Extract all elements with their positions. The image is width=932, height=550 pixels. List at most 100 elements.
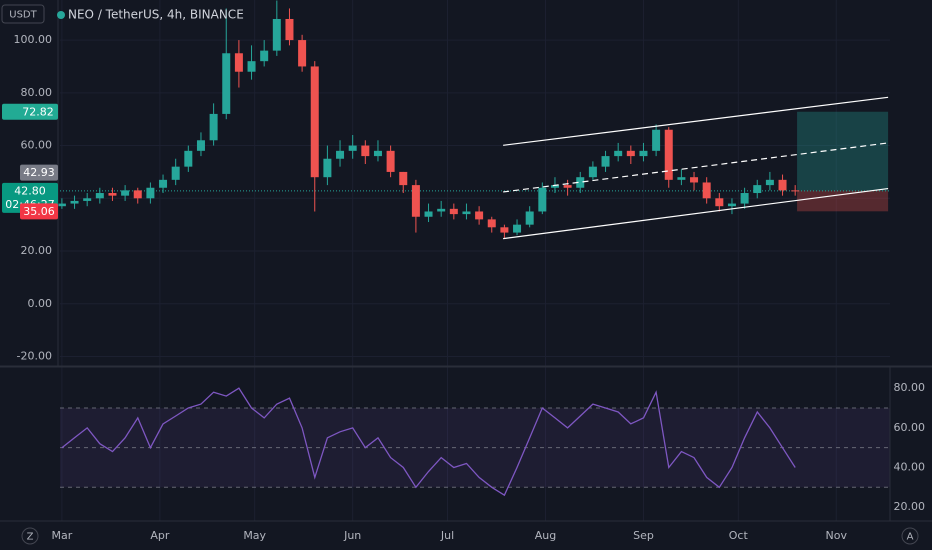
candle-body xyxy=(487,219,496,228)
last-price-label: 42.80 xyxy=(14,184,46,197)
candle-body xyxy=(500,227,509,233)
candle-body xyxy=(272,18,281,51)
candle-body xyxy=(437,208,446,212)
target-price-box xyxy=(2,103,58,120)
x-tick-label: Jul xyxy=(440,529,454,542)
candle-body xyxy=(373,150,382,157)
candle-body xyxy=(753,185,762,194)
candle-body xyxy=(70,200,79,204)
candle-body xyxy=(323,158,332,178)
candle-body xyxy=(791,190,800,192)
candle-body xyxy=(677,177,686,180)
candle-body xyxy=(196,140,205,151)
stop-price-box xyxy=(20,203,58,220)
target-price-label: 72.82 xyxy=(22,105,54,118)
x-tick-label: May xyxy=(243,529,266,542)
candle-body xyxy=(462,211,471,215)
candle-body xyxy=(576,177,585,188)
candle-body xyxy=(386,150,395,172)
candle-body xyxy=(588,166,597,178)
candle-body xyxy=(525,211,534,225)
x-tick-label: Apr xyxy=(150,529,170,542)
candle-body xyxy=(652,129,661,151)
candle-body xyxy=(146,187,155,199)
entry-price-label: 42.93 xyxy=(23,166,55,179)
plot-layer xyxy=(57,0,890,521)
candle-body xyxy=(614,150,623,157)
channel-middle xyxy=(503,142,889,193)
candle-body xyxy=(171,166,180,180)
rsi-tick-label: 80.00 xyxy=(894,381,926,394)
auto-button-ring[interactable] xyxy=(901,527,919,545)
candle-body xyxy=(108,193,117,196)
y-tick-label: 60.00 xyxy=(21,139,53,152)
candle-body xyxy=(639,150,648,157)
candle-body xyxy=(690,177,699,183)
candle-body xyxy=(765,179,774,186)
candle-body xyxy=(285,18,294,41)
candle-body xyxy=(57,203,66,207)
currency-box[interactable] xyxy=(1,4,45,24)
candle-body xyxy=(449,208,458,215)
entry-price-box xyxy=(20,164,58,181)
candle-body xyxy=(348,145,357,151)
candle-body xyxy=(664,129,673,180)
candle-body xyxy=(260,50,269,62)
candle-body xyxy=(424,211,433,217)
currency-label[interactable]: USDT xyxy=(9,10,37,21)
candle-body xyxy=(550,185,559,188)
axis-layer: Mar Apr May Jun Jul Aug Sep Oct Nov -20.00 0.00 20.… xyxy=(2,33,925,542)
x-tick-label: Oct xyxy=(729,529,749,542)
y-tick-label: 100.00 xyxy=(14,33,53,46)
candle-body xyxy=(234,53,243,72)
stop-zone xyxy=(797,190,889,212)
candle-body xyxy=(778,179,787,191)
rsi-tick-label: 60.00 xyxy=(894,421,926,434)
candle-body xyxy=(538,187,547,212)
y-tick-label: 80.00 xyxy=(21,86,53,99)
candle-body xyxy=(222,53,231,114)
zoom-button[interactable]: Z xyxy=(27,532,34,543)
rsi-tick-label: 20.00 xyxy=(894,500,926,513)
auto-button[interactable]: A xyxy=(907,532,914,543)
candle-body xyxy=(399,171,408,186)
y-tick-label: 20.00 xyxy=(21,244,53,257)
candle-body xyxy=(184,150,193,167)
y-tick-label: 0.00 xyxy=(28,297,53,310)
zoom-button-ring[interactable] xyxy=(21,527,39,545)
channel-lower xyxy=(503,187,889,240)
y-tick-label: -20.00 xyxy=(17,350,52,363)
candle-body xyxy=(121,190,130,196)
x-tick-label: Aug xyxy=(535,529,556,542)
target-zone xyxy=(797,111,889,191)
candle-body xyxy=(298,40,307,67)
x-tick-label: Mar xyxy=(52,529,73,542)
candle-body xyxy=(159,179,168,188)
market-status-dot xyxy=(57,11,65,19)
candle-body xyxy=(601,156,610,167)
candle-body xyxy=(740,193,749,204)
x-tick-label: Nov xyxy=(826,529,848,542)
candle-body xyxy=(209,113,218,141)
x-tick-label: Jun xyxy=(343,529,361,542)
x-tick-label: Sep xyxy=(633,529,654,542)
candle-body xyxy=(310,66,319,178)
candle-body xyxy=(83,198,92,201)
candle-body xyxy=(411,185,420,217)
candle-body xyxy=(336,150,345,159)
candle-body xyxy=(361,145,370,157)
candle-body xyxy=(95,193,104,199)
symbol-title: NEO / TetherUS, 4h, BINANCE xyxy=(68,8,244,22)
candle-body xyxy=(727,203,736,207)
candle-body xyxy=(715,198,724,207)
rsi-line xyxy=(61,387,796,497)
candle-body xyxy=(133,190,142,199)
channel-upper xyxy=(503,96,889,146)
candle-body xyxy=(626,150,635,157)
candle-body xyxy=(702,182,711,199)
stop-price-label: 35.06 xyxy=(23,205,55,218)
candle-body xyxy=(475,211,484,220)
rsi-tick-label: 40.00 xyxy=(894,460,926,473)
